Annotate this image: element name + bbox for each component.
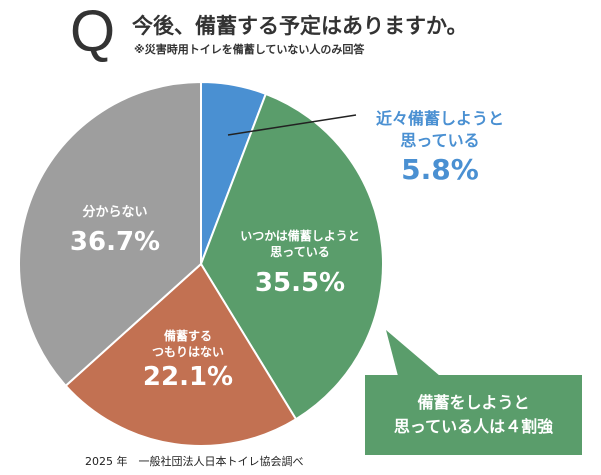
callout-line: 備蓄をしようと: [417, 393, 530, 412]
slice-value: 5.8%: [401, 153, 479, 186]
q-mark: Q: [70, 0, 116, 64]
callout-pointer: [386, 330, 440, 376]
slice-name: 近々備蓄しようと: [375, 109, 505, 128]
callout-box: 備蓄をしようと 思っている人は４割強: [365, 375, 582, 455]
note: ※災害時用トイレを備蓄していない人のみ回答: [134, 43, 365, 56]
slice-value: 22.1%: [142, 362, 234, 392]
source-footer: 2025 年 一般社団法人日本トイレ協会調べ: [85, 455, 304, 468]
pie-slice-3: [18, 80, 202, 388]
slice-name: いつかは備蓄しようと: [240, 229, 360, 243]
slice-value: 35.5%: [254, 268, 346, 298]
label-unknown: 分からない 36.7%: [70, 205, 160, 259]
slice-value: 36.7%: [69, 227, 161, 257]
slice-name: 思っている: [400, 131, 480, 150]
label-no-plan: 備蓄する つもりはない 22.1%: [143, 328, 233, 394]
callout-line: 思っている人は４割強: [393, 417, 554, 436]
slice-name: つもりはない: [151, 345, 225, 359]
slice-name: 分からない: [82, 205, 148, 220]
page-title: 今後、備蓄する予定はありますか。: [132, 14, 468, 38]
leader-line: [227, 114, 357, 136]
label-someday: いつかは備蓄しようと 思っている 35.5%: [240, 228, 360, 300]
label-soon: 近々備蓄しようと 思っている 5.8%: [376, 108, 504, 188]
pie-slice-2: [64, 262, 298, 447]
slice-name: 備蓄する: [163, 329, 213, 343]
slice-name: 思っている: [270, 245, 330, 259]
